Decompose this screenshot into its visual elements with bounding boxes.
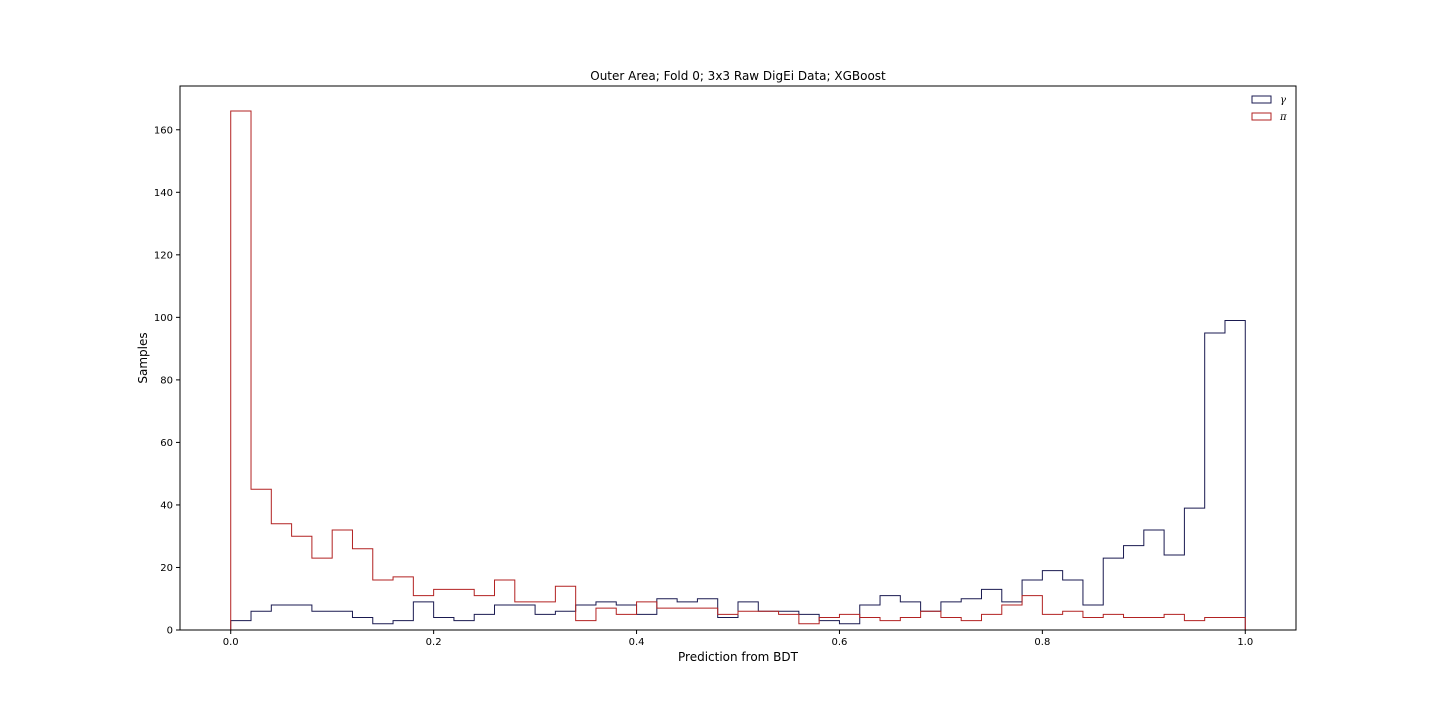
y-tick-label: 60 [160,438,173,449]
x-tick-label: 0.6 [832,637,848,648]
legend-swatch [1251,95,1272,104]
y-tick-label: 80 [160,375,173,386]
y-axis: 0 20 40 60 80 100 120 140 160 [154,125,180,637]
x-tick-label: 0.8 [1034,637,1050,648]
legend-label: γ [1280,95,1286,106]
y-axis-label: Samples [136,332,150,383]
legend-label: π [1279,112,1287,123]
y-tick-label: 0 [167,626,173,637]
series-1-step-line [230,110,1246,630]
axes-frame [179,85,1297,631]
series-layer [230,110,1246,630]
y-tick-label: 100 [154,313,173,324]
y-tick-label: 40 [160,500,173,511]
x-tick-label: 0.4 [629,637,645,648]
y-tick-label: 140 [154,188,173,199]
x-tick-label: 1.0 [1237,637,1253,648]
x-tick-label: 0.0 [223,637,239,648]
x-axis-label: Prediction from BDT [678,650,799,664]
legend: γπ [1251,95,1287,123]
y-tick-label: 160 [154,125,173,136]
legend-swatch [1251,112,1272,121]
y-tick-label: 20 [160,563,173,574]
chart-title: Outer Area; Fold 0; 3x3 Raw DigEi Data; … [590,69,886,83]
x-axis: 0.0 0.2 0.4 0.6 0.8 1.0 [223,630,1253,648]
series-0-step-line [230,319,1246,630]
x-tick-label: 0.2 [426,637,442,648]
y-tick-label: 120 [154,250,173,261]
